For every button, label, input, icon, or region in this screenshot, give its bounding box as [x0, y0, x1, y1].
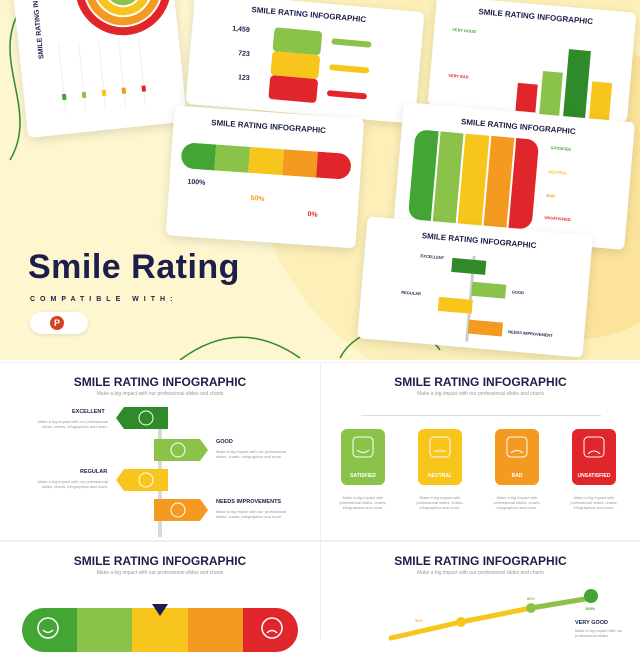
meter-value: 0%: [307, 211, 318, 219]
sign-good: [471, 281, 507, 299]
pointer-icon: [152, 604, 168, 616]
preview-card-signpost[interactable]: SMILE RATING INFOGRAPHIC EXCELLENT GOOD …: [357, 216, 593, 358]
card-description: Make a big impact with professional slid…: [493, 495, 541, 510]
character-icon: [588, 81, 613, 121]
rating-label: REGULAR: [401, 289, 422, 297]
card-caption: BAD: [511, 473, 523, 479]
card-description: Make a big impact with professional slid…: [339, 495, 387, 510]
slide-title: SMILE RATING INFOGRAPHIC: [394, 554, 567, 568]
rating-description: Make a big impact with our professional …: [216, 509, 287, 519]
neutral-face-icon: [429, 436, 451, 458]
rating-label: UNSATISFIED: [544, 214, 572, 223]
slide-title: SMILE RATING INFOGRAPHIC: [73, 554, 247, 568]
sad-face-icon: [268, 75, 319, 104]
sad-face-icon: [506, 436, 528, 458]
rating-label: NEUTRAL: [548, 169, 568, 176]
rating-label: VERY GOOD: [452, 26, 477, 35]
slide-title: SMILE RATING INFOGRAPHIC: [394, 375, 567, 389]
slide-subtitle: Make a big impact with our professional …: [96, 391, 224, 397]
preview-card-vertical[interactable]: SMILE RATING IN: [12, 0, 188, 138]
panel-divider: [0, 540, 640, 541]
neutral-card: NEUTRAL: [418, 429, 462, 485]
page-title: Smile Rating: [28, 248, 240, 286]
rating-label: GOOD: [511, 289, 525, 296]
label-bar: [326, 90, 368, 100]
rating-label: VERY GOOD: [575, 620, 609, 626]
preview-card-meter[interactable]: SMILE RATING INFOGRAPHIC 100% 50% 0%: [165, 105, 365, 249]
stat-number: 123: [237, 74, 250, 83]
card-description: Make a big impact with professional slid…: [416, 495, 464, 510]
point-value: 50%: [415, 618, 424, 623]
angry-face-icon: [261, 617, 283, 639]
sign-excellent-icon: [116, 407, 168, 429]
smile-face-icon: [37, 617, 59, 639]
card-caption: NEUTRAL: [428, 473, 452, 479]
meter-value: 100%: [187, 178, 206, 187]
rating-label: REGULAR: [80, 469, 108, 475]
sign-needs-improvement: [467, 319, 504, 337]
bad-card: BAD: [495, 429, 539, 485]
preview-card-stacked[interactable]: SMILE RATING INFOGRAPHIC 1,459 723 123: [185, 0, 425, 124]
character-icon: [539, 71, 563, 117]
meter-value: 50%: [250, 195, 265, 204]
card-title: SMILE RATING INFOGRAPHIC: [210, 118, 327, 136]
character-icon: [515, 82, 538, 113]
rating-label: BAD: [546, 192, 556, 199]
slide-preview-line[interactable]: SMILE RATING INFOGRAPHIC Make a big impa…: [321, 541, 640, 641]
panel-divider: [320, 362, 321, 640]
smile-face-icon: [352, 436, 374, 458]
rating-description: Make a big impact with our professional …: [216, 449, 287, 459]
rating-label: GOOD: [216, 439, 233, 445]
rating-label: EXCELLENT: [420, 253, 445, 261]
rating-label: NEEDS IMPROVEMENT: [508, 329, 553, 338]
slide-subtitle: Make a big impact with our professional …: [417, 391, 544, 397]
rating-description: Make a big impact with our professional …: [37, 479, 108, 489]
semicircle-gauge-icon: [58, 0, 172, 114]
slide-subtitle: Make a big impact with our professional …: [96, 570, 224, 576]
rating-label: NEEDS IMPROVEMENTS: [216, 499, 282, 505]
rating-description: Make a big impact with our professional …: [575, 628, 623, 638]
hero-section: SMILE RATING IN SMILE RATING INFOGRAPHIC…: [0, 0, 640, 360]
sign-good-icon: [154, 439, 208, 461]
point-value: 100%: [585, 606, 596, 611]
angry-face-icon: [583, 436, 605, 458]
rating-meter: [180, 142, 352, 180]
slide-preview-meter[interactable]: SMILE RATING INFOGRAPHIC Make a big impa…: [0, 541, 320, 652]
slide-preview-signpost[interactable]: SMILE RATING INFOGRAPHIC Make a big impa…: [0, 362, 320, 540]
point-value: 80%: [527, 596, 536, 601]
satisfied-card: SATISFIED: [341, 429, 385, 485]
stat-number: 723: [237, 50, 251, 59]
powerpoint-icon: P: [50, 316, 64, 330]
connector-line: [361, 415, 601, 416]
character-icon: [563, 49, 591, 119]
sign-regular: [437, 296, 473, 314]
progress-line: [388, 589, 598, 641]
label-bar: [329, 64, 370, 74]
stat-number: 1,459: [231, 25, 251, 35]
rating-columns: [407, 129, 540, 230]
meter-segment: [187, 608, 243, 652]
card-description: Make a big impact with professional slid…: [570, 495, 618, 510]
slide-preview-squares[interactable]: SMILE RATING INFOGRAPHIC Make a big impa…: [321, 362, 640, 540]
sign-needs-improvement-icon: [154, 499, 208, 521]
meter-segment: [77, 608, 133, 652]
card-caption: UNSATISFIED: [577, 473, 611, 479]
sign-regular-icon: [116, 469, 168, 491]
sign-excellent: [451, 257, 487, 275]
rating-label: VERY BAD: [448, 72, 469, 80]
preview-card-characters[interactable]: SMILE RATING INFOGRAPHIC VERY GOOD VERY …: [427, 0, 637, 123]
rating-label: SATISFIED: [550, 145, 572, 152]
compatible-label: COMPATIBLE WITH:: [30, 296, 178, 303]
slide-subtitle: Make a big impact with our professional …: [417, 570, 544, 576]
card-caption: SATISFIED: [350, 473, 376, 479]
slide-title: SMILE RATING INFOGRAPHIC: [73, 375, 247, 389]
powerpoint-badge[interactable]: P: [30, 312, 88, 334]
unsatisfied-card: UNSATISFIED: [572, 429, 616, 485]
label-bar: [331, 38, 372, 48]
rating-description: Make a big impact with our professional …: [37, 419, 108, 429]
rating-label: EXCELLENT: [72, 409, 105, 415]
